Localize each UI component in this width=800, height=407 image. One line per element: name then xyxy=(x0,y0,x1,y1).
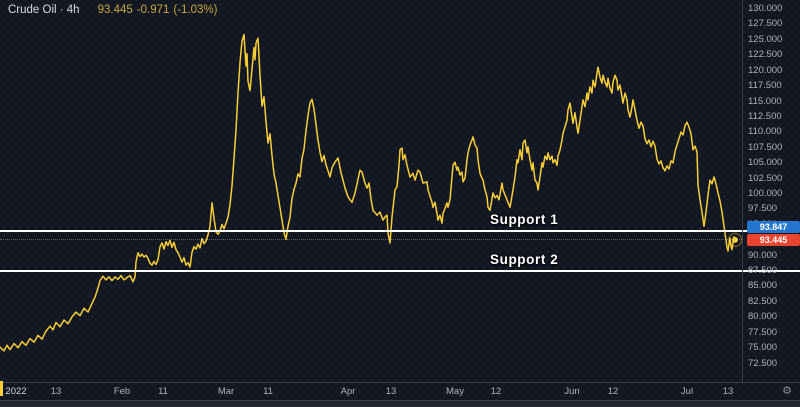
support-line-1[interactable] xyxy=(0,229,800,233)
axis-corner: ⚙ xyxy=(743,383,800,400)
support-2-label: Support 2 xyxy=(490,252,559,267)
price-tick: 115.000 xyxy=(748,95,782,107)
price-tick: 97.500 xyxy=(748,203,778,215)
price-tick: 77.500 xyxy=(748,326,778,338)
time-tick: 11 xyxy=(263,386,273,397)
price-line-series xyxy=(0,33,736,352)
support-1-label: Support 1 xyxy=(490,211,559,227)
time-tick: Feb xyxy=(113,386,131,397)
price-tick: 102.500 xyxy=(748,172,783,184)
header-price-change: -0.971 xyxy=(136,4,170,16)
price-tick: 125.000 xyxy=(748,33,783,45)
last-price-dot xyxy=(732,236,738,243)
time-tick: Jun xyxy=(564,386,580,397)
time-tick: Jul xyxy=(680,386,694,397)
price-tick: 80.000 xyxy=(748,311,778,323)
support-price-badge: 93.847 xyxy=(747,220,800,233)
time-tick: 13 xyxy=(385,386,397,397)
price-tick: 72.500 xyxy=(748,357,778,369)
price-tick: 105.000 xyxy=(748,157,783,169)
bottom-toolbar-strip xyxy=(0,400,800,407)
last-price-dot-halo xyxy=(727,232,742,248)
time-tick: 2022 xyxy=(5,386,27,397)
time-tick: 13 xyxy=(722,386,734,397)
price-tick: 90.000 xyxy=(748,249,778,261)
symbol-title[interactable]: Crude Oil · 4h xyxy=(8,4,80,16)
time-tick: 11 xyxy=(158,386,168,397)
price-axis[interactable]: 130.000 127.500 125.000 122.500 120.000 117.5… xyxy=(743,0,800,382)
support-line-2[interactable] xyxy=(0,269,800,273)
time-tick: 12 xyxy=(490,386,502,397)
time-tick: Apr xyxy=(340,386,356,397)
price-tick: 130.000 xyxy=(748,3,783,15)
axis-highlight-tag xyxy=(0,381,3,396)
current-price-line xyxy=(0,238,742,240)
price-tick: 75.000 xyxy=(748,342,778,354)
price-tick: 107.500 xyxy=(748,141,783,153)
time-tick: 13 xyxy=(50,386,62,397)
time-tick: Mar xyxy=(217,386,235,397)
time-tick: 12 xyxy=(607,386,619,397)
price-tick: 120.000 xyxy=(748,64,783,76)
time-axis-separator xyxy=(0,382,800,383)
price-tick: 100.000 xyxy=(748,188,783,199)
price-tick: 85.000 xyxy=(748,280,778,292)
price-tick: 87.500 xyxy=(748,265,778,277)
time-axis[interactable]: 2022 13 Feb 11 Mar 11 Apr 13 May 12 Jun 12 Jul 13 xyxy=(0,383,742,400)
price-axis-separator xyxy=(742,0,743,382)
price-tick: 117.500 xyxy=(748,80,782,92)
price-tick: 127.500 xyxy=(748,18,783,30)
symbol-header: Crude Oil · 4h 93.445 -0.971 (-1.03%) xyxy=(8,4,218,16)
axis-settings-gear-icon[interactable]: ⚙ xyxy=(782,385,792,397)
price-tick: 122.500 xyxy=(748,49,783,61)
price-line-chart xyxy=(0,33,742,352)
time-tick: May xyxy=(446,386,464,397)
price-tick: 82.500 xyxy=(748,295,778,307)
header-price-change-percent: (-1.03%) xyxy=(173,4,218,16)
chart-canvas[interactable] xyxy=(0,0,742,382)
header-last-price: 93.445 xyxy=(97,4,133,16)
price-tick: 112.500 xyxy=(748,110,782,122)
price-tick: 110.000 xyxy=(748,126,782,138)
last-price-badge: 93.445 xyxy=(747,233,800,246)
